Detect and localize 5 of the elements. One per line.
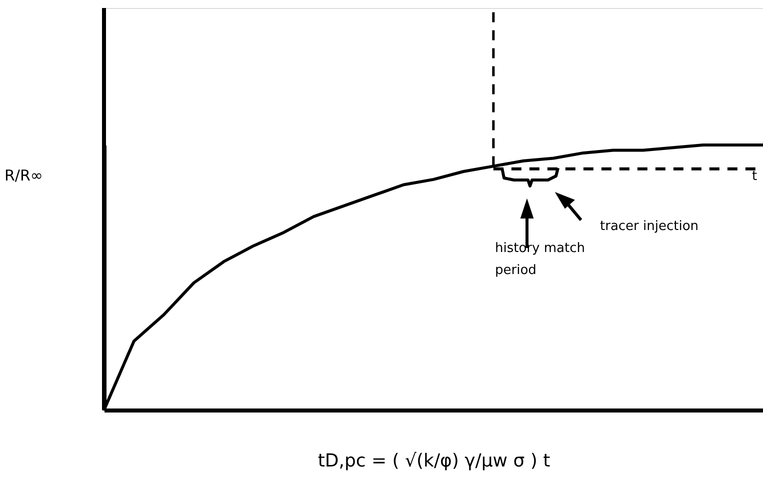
annotation: history match period <box>495 241 585 278</box>
annotation: t <box>752 169 758 184</box>
x-axis-title: tD,pc = ( √(k/φ) γ/μw σ ) t <box>318 450 550 472</box>
y-axis-title: R/R∞ <box>4 166 43 184</box>
annotation: tracer injection <box>600 219 699 234</box>
